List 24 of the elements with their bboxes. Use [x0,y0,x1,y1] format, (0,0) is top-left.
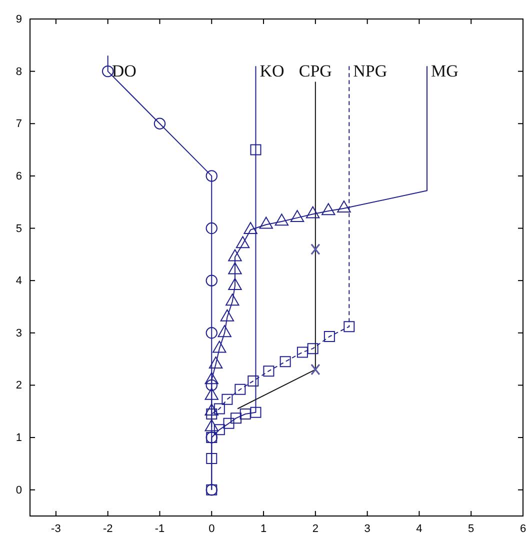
y-tick-label: 8 [16,66,22,78]
x-tick-label: -1 [154,522,165,535]
y-tick-label: 1 [16,432,22,444]
x-tick-label: 4 [416,522,422,535]
series-label: MG [430,62,458,81]
y-tick-label: 5 [16,222,22,235]
y-tick-label: 7 [16,118,22,130]
x-tick-label: 1 [260,522,267,535]
x-tick-label: -2 [102,522,113,535]
y-tick-label: 0 [16,484,22,496]
y-tick-label: 3 [16,327,22,340]
x-tick-label: 0 [208,522,215,535]
y-tick-label: 6 [16,170,22,182]
series-label: KO [260,62,284,81]
x-tick-label: 5 [468,522,474,535]
series-label: CPG [298,62,332,81]
y-tick-label: 4 [16,275,22,288]
y-tick-label: 2 [16,380,22,392]
x-tick-label: 3 [364,522,370,535]
y-tick-label: 9 [16,14,22,26]
x-tick-label: 6 [520,522,526,535]
series-label: NPG [353,62,388,81]
x-tick-label: 2 [312,522,318,535]
x-tick-label: -3 [51,522,61,535]
